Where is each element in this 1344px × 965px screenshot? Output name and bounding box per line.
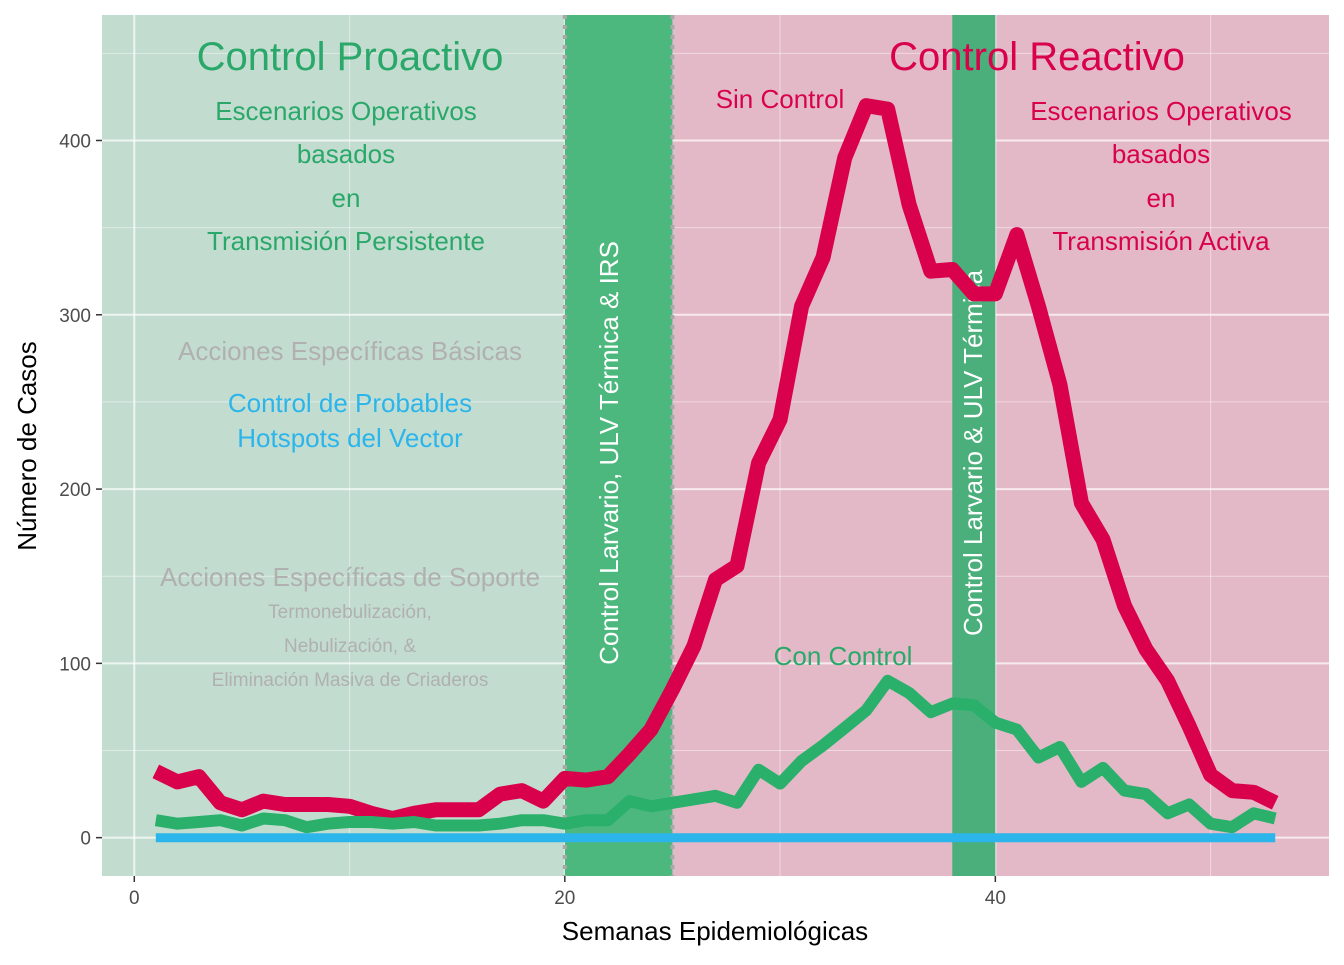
basic-actions-label: Acciones Específicas Básicas bbox=[178, 336, 522, 366]
reactive-scenario-line: en bbox=[1147, 183, 1176, 213]
support-detail-line: Nebulización, & bbox=[284, 636, 416, 657]
reactive-scenario-line: Escenarios Operativos bbox=[1030, 96, 1292, 126]
proactive-title: Control Proactivo bbox=[197, 35, 504, 79]
support-detail-line: Eliminación Masiva de Criaderos bbox=[212, 670, 489, 691]
x-axis-label: Semanas Epidemiológicas bbox=[562, 916, 868, 946]
series-line-con-control bbox=[154, 674, 1277, 834]
series-labels: Sin Control Con Control bbox=[716, 84, 913, 671]
y-tick-label: 0 bbox=[80, 829, 91, 850]
reactive-scenario-line: basados bbox=[1112, 139, 1210, 169]
annotations: Control Proactivo Control Reactivo Escen… bbox=[160, 35, 1292, 691]
reactive-scenario-line: Transmisión Activa bbox=[1052, 226, 1270, 256]
axes: Semanas Epidemiológicas Número de Casos … bbox=[12, 131, 1006, 946]
support-detail-line: Termonebulización, bbox=[268, 602, 432, 623]
support-actions-label: Acciones Específicas de Soporte bbox=[160, 562, 540, 592]
region-backgrounds bbox=[102, 15, 1329, 876]
proactive-scenario-line: Transmisión Persistente bbox=[207, 226, 485, 256]
control-band-1 bbox=[952, 15, 996, 876]
y-tick-label: 300 bbox=[59, 306, 91, 327]
y-tick-label: 200 bbox=[59, 480, 91, 501]
hotspots-label-line: Hotspots del Vector bbox=[237, 423, 463, 453]
region-proactive bbox=[102, 15, 565, 876]
reactive-title: Control Reactivo bbox=[889, 35, 1185, 79]
x-tick-label: 0 bbox=[129, 888, 140, 909]
series-lines bbox=[152, 98, 1279, 843]
y-tick-label: 400 bbox=[59, 131, 91, 152]
x-tick-label: 20 bbox=[554, 888, 575, 909]
x-tick-label: 40 bbox=[985, 888, 1006, 909]
y-axis-label: Número de Casos bbox=[12, 341, 42, 551]
control-band-label: Control Larvario, ULV Térmica & IRS bbox=[594, 241, 624, 665]
series-label-con-control: Con Control bbox=[774, 641, 913, 671]
proactive-scenario-line: basados bbox=[297, 139, 395, 169]
series-line-sin-control bbox=[152, 98, 1279, 826]
region-reactive bbox=[672, 15, 1329, 876]
hotspots-label-line: Control de Probables bbox=[228, 388, 472, 418]
proactive-scenario-line: Escenarios Operativos bbox=[215, 96, 477, 126]
series-label-sin-control: Sin Control bbox=[716, 84, 845, 114]
control-band-label: Control Larvario & ULV Térmica bbox=[958, 269, 988, 636]
y-tick-label: 100 bbox=[59, 654, 91, 675]
proactive-scenario-line: en bbox=[332, 183, 361, 213]
